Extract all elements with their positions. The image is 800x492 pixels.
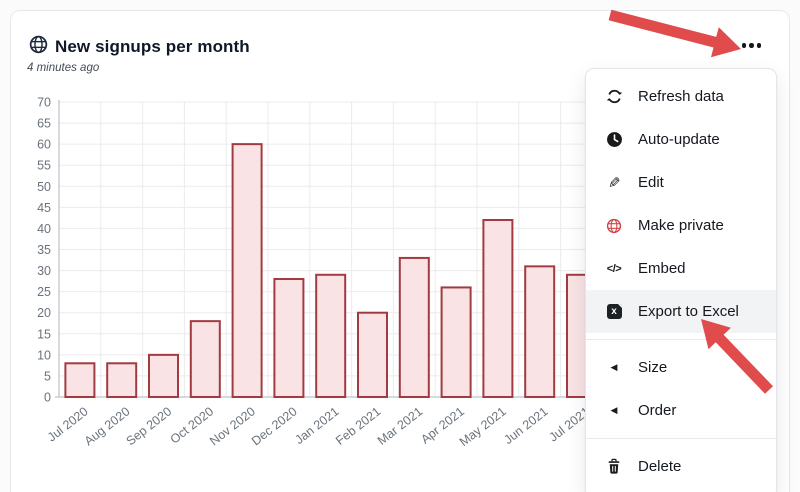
dot-icon [741,43,746,48]
y-tick-label: 10 [37,348,51,362]
y-tick-label: 40 [37,222,51,236]
globe-red-icon [605,217,623,235]
trash-icon [605,458,623,476]
bar-aug-2020 [106,362,138,399]
bar-oct-2020 [189,320,221,399]
x-tick-label: Nov 2020 [207,404,258,448]
menu-item-order[interactable]: ◀ Order [586,389,776,432]
code-icon: </> [606,262,622,275]
x-tick-label: Jan 2021 [292,404,341,447]
y-tick-label: 30 [37,264,51,278]
more-options-button[interactable] [740,37,764,54]
menu-item-auto-update[interactable]: Auto-update [586,118,776,161]
bar-jul-2020 [64,362,96,399]
y-tick-label: 0 [44,391,51,405]
x-tick-label: Mar 2021 [375,404,425,448]
menu-item-label: Export to Excel [638,303,739,320]
y-tick-label: 25 [37,285,51,299]
y-tick-label: 50 [37,180,51,194]
x-tick-label: May 2021 [457,404,509,449]
x-tick-label: Jun 2021 [501,404,550,447]
bar-sep-2020 [148,353,179,398]
bar-feb-2021 [357,311,388,398]
menu-item-export-to-excel[interactable]: x Export to Excel [586,290,776,333]
excel-icon: x [605,303,623,321]
last-updated-label: 4 minutes ago [27,62,100,74]
menu-separator [586,339,776,340]
bar-nov-2020 [231,143,263,398]
menu-item-label: Order [638,402,677,419]
bar-jun-2021 [524,265,556,398]
menu-item-refresh-data[interactable]: Refresh data [586,75,776,118]
y-tick-label: 5 [44,369,51,383]
clock-icon [605,131,623,149]
menu-item-label: Size [638,359,668,376]
x-tick-label: Aug 2020 [82,404,133,448]
menu-item-edit[interactable]: ✎ Edit [586,161,776,204]
globe-icon [29,35,48,59]
menu-item-label: Make private [638,217,724,234]
refresh-icon [605,88,623,106]
dot-icon [756,43,761,48]
x-tick-label: Dec 2020 [249,404,300,448]
bar-apr-2021 [440,286,472,398]
pencil-icon: ✎ [607,174,621,192]
menu-item-label: Auto-update [638,131,720,148]
y-tick-label: 45 [37,201,51,215]
menu-item-label: Embed [638,260,686,277]
y-tick-label: 35 [37,243,51,257]
x-tick-label: Feb 2021 [333,404,383,448]
chevron-left-icon: ◀ [610,405,618,415]
y-tick-label: 55 [37,159,51,173]
bar-mar-2021 [398,256,430,398]
menu-item-size[interactable]: ◀ Size [586,346,776,389]
y-tick-label: 20 [37,306,51,320]
context-menu: Refresh data Auto-update ✎ Edit Make private… [585,68,777,492]
menu-item-label: Refresh data [638,88,724,105]
menu-separator [586,438,776,439]
menu-item-label: Edit [638,174,664,191]
menu-item-embed[interactable]: </> Embed [586,247,776,290]
chevron-left-icon: ◀ [610,362,618,372]
bar-may-2021 [482,218,514,398]
x-tick-label: Sep 2020 [124,404,175,448]
bar-dec-2020 [273,277,305,398]
y-tick-label: 15 [37,327,51,341]
y-tick-label: 65 [37,117,51,131]
y-tick-label: 70 [37,95,51,109]
menu-item-delete[interactable]: Delete [586,445,776,488]
y-tick-label: 60 [37,138,51,152]
card-header: New signups per month [29,35,250,59]
menu-item-make-private[interactable]: Make private [586,204,776,247]
page-title: New signups per month [55,37,250,56]
bar-jan-2021 [315,273,347,399]
menu-item-label: Delete [638,458,682,475]
dot-icon [749,43,754,48]
